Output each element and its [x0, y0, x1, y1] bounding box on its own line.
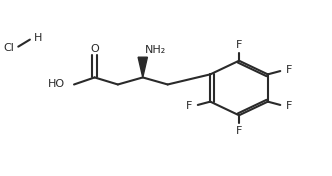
- Text: F: F: [236, 126, 242, 136]
- Text: NH₂: NH₂: [144, 45, 166, 55]
- Text: F: F: [236, 40, 242, 50]
- Text: Cl: Cl: [3, 43, 14, 53]
- Text: F: F: [286, 65, 292, 75]
- Text: F: F: [186, 101, 193, 111]
- Polygon shape: [138, 57, 147, 77]
- Text: F: F: [286, 101, 292, 111]
- Text: O: O: [90, 44, 99, 54]
- Text: HO: HO: [47, 80, 65, 89]
- Text: H: H: [34, 33, 42, 43]
